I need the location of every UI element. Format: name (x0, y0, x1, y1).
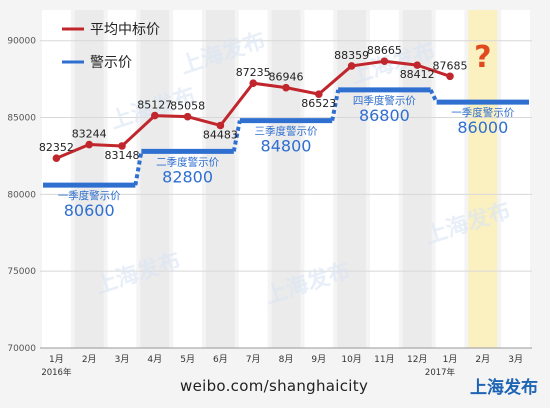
avg-price-point (118, 142, 126, 150)
avg-price-label: 88665 (367, 44, 402, 57)
avg-price-label: 88412 (400, 68, 435, 81)
x-tick-label: 11月 (374, 354, 394, 365)
avg-price-label: 85058 (170, 100, 205, 113)
avg-price-point (413, 61, 422, 69)
warning-segment-value: 86800 (359, 106, 410, 125)
avg-price-label: 82352 (39, 141, 74, 154)
column-stripe (271, 10, 301, 348)
warning-segment-value: 82800 (162, 167, 213, 186)
avg-price-point (216, 121, 225, 130)
y-tick-label: 70000 (7, 344, 36, 354)
avg-price-label: 83244 (72, 128, 107, 141)
avg-price-label: 86523 (301, 97, 336, 110)
column-stripe (74, 10, 104, 348)
column-stripe (501, 10, 530, 348)
warning-price-connector (330, 89, 341, 122)
avg-price-label: 86946 (269, 71, 304, 84)
warning-segment-value: 84800 (261, 137, 312, 156)
x-tick-label: 1月 (49, 354, 64, 365)
avg-price-point (183, 112, 192, 121)
warning-price-connector (231, 120, 242, 152)
y-tick-label: 80000 (7, 190, 36, 200)
column-stripe (206, 10, 235, 348)
x-tick-label: 5月 (180, 354, 195, 365)
avg-price-label: 84483 (203, 128, 238, 141)
warning-segment-label: 二季度警示价 (156, 155, 219, 168)
avg-price-point (249, 79, 257, 88)
column-stripe (435, 10, 465, 348)
x-tick-label: 9月 (311, 354, 326, 365)
warning-price-connector (133, 150, 144, 186)
column-stripe (238, 10, 268, 348)
legend-label-warning-price: 警示价 (90, 55, 132, 71)
avg-price-point (347, 62, 356, 70)
column-stripe (173, 10, 202, 348)
avg-price-label: 88359 (334, 49, 369, 62)
footer-url: weibo.com/shanghaicity (180, 377, 369, 395)
avg-price-label: 87235 (236, 66, 271, 79)
brand-logo: 上海发布 (470, 378, 538, 398)
highlight-column (468, 10, 498, 348)
avg-price-point (52, 154, 61, 163)
x-tick-label: 3月 (508, 354, 523, 365)
avg-price-point (315, 90, 323, 98)
warning-price-connector (428, 89, 439, 104)
avg-price-point (380, 57, 389, 66)
watermark: 上海发布 (92, 247, 184, 299)
y-tick-label: 75000 (7, 267, 36, 277)
avg-price-label: 85127 (137, 99, 172, 112)
avg-price-label: 87685 (433, 59, 468, 72)
x-tick-label: 3月 (115, 354, 130, 365)
column-stripe (304, 10, 334, 348)
column-stripe (370, 10, 399, 348)
warning-segment-value: 86000 (457, 118, 508, 137)
y-tick-label: 90000 (7, 37, 36, 47)
column-stripe (140, 10, 170, 348)
avg-price-point (282, 83, 290, 92)
x-tick-label: 7月 (246, 354, 261, 365)
question-mark: ? (474, 40, 491, 75)
x-tick-label: 12月 (407, 354, 427, 365)
warning-segment-label: 三季度警示价 (255, 125, 318, 138)
avg-price-point (85, 140, 93, 149)
year-label: 2016年 (41, 367, 72, 378)
x-tick-label: 2月 (82, 354, 97, 365)
x-tick-label: 2月 (475, 354, 490, 365)
avg-price-label: 83148 (105, 149, 140, 162)
legend-label-avg-price: 平均中标价 (90, 22, 160, 38)
y-tick-label: 85000 (7, 114, 36, 124)
x-tick-label: 4月 (147, 354, 162, 365)
warning-segment-value: 80600 (64, 201, 115, 220)
column-stripe (42, 10, 71, 348)
x-tick-label: 8月 (279, 354, 294, 365)
avg-price-point (151, 111, 159, 120)
warning-segment-label: 一季度警示价 (451, 106, 514, 119)
x-tick-label: 10月 (341, 354, 361, 365)
avg-price-point (446, 72, 454, 81)
x-tick-label: 6月 (213, 354, 228, 365)
column-stripe (107, 10, 137, 348)
warning-segment-label: 四季度警示价 (353, 94, 416, 107)
warning-segment-label: 一季度警示价 (58, 189, 121, 202)
year-label: 2017年 (425, 367, 456, 378)
x-tick-label: 1月 (443, 354, 458, 365)
